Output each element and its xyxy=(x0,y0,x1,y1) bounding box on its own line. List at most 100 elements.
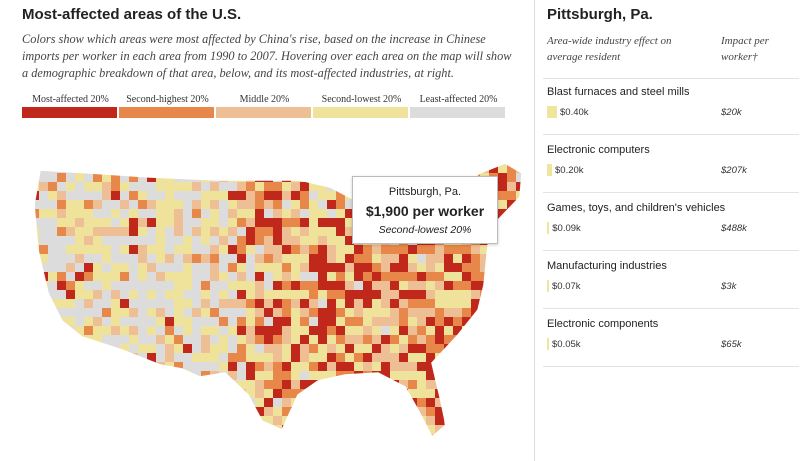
map-region xyxy=(111,245,121,255)
map-region xyxy=(363,389,373,399)
map-region xyxy=(363,263,373,273)
map-region xyxy=(363,443,373,453)
map-region xyxy=(129,290,139,300)
map-region xyxy=(300,425,310,435)
map-region xyxy=(516,281,522,291)
map-region xyxy=(300,416,310,426)
map-region xyxy=(183,163,193,165)
map-region xyxy=(75,380,85,390)
map-region xyxy=(336,281,346,291)
map-region xyxy=(507,290,517,300)
map-region xyxy=(507,344,517,354)
map-region xyxy=(273,362,283,372)
map-region xyxy=(120,191,130,201)
map-region xyxy=(336,254,346,264)
map-region xyxy=(381,443,391,453)
map-region xyxy=(111,173,121,183)
map-region xyxy=(246,353,256,363)
map-region xyxy=(390,299,400,309)
map-region xyxy=(264,163,274,165)
map-region xyxy=(291,317,301,327)
impact-value: $65k xyxy=(721,339,742,350)
map-region xyxy=(291,380,301,390)
map-region xyxy=(300,398,310,408)
map-region xyxy=(381,416,391,426)
map-region xyxy=(516,173,522,183)
map-region xyxy=(48,443,58,453)
map-region xyxy=(255,380,265,390)
map-region xyxy=(444,163,454,165)
map-region xyxy=(498,344,508,354)
map-region xyxy=(282,254,292,264)
map-region xyxy=(192,245,202,255)
map-region xyxy=(201,281,211,291)
map-region xyxy=(318,209,328,219)
map-region xyxy=(138,263,148,273)
legend-label: Most-affected 20% xyxy=(32,94,109,105)
map-region xyxy=(318,389,328,399)
map-region xyxy=(318,407,328,417)
map-region xyxy=(390,272,400,282)
map-region xyxy=(327,371,337,381)
map-region xyxy=(210,200,220,210)
map-region xyxy=(462,335,472,345)
map-region xyxy=(336,425,346,435)
map-region xyxy=(489,443,499,453)
map-region xyxy=(327,434,337,437)
map-region xyxy=(282,362,292,372)
map-region xyxy=(210,389,220,399)
map-region xyxy=(57,272,67,282)
map-region xyxy=(489,425,499,435)
map-region xyxy=(300,200,310,210)
map-region xyxy=(255,182,265,192)
map-region xyxy=(318,326,328,336)
map-region xyxy=(453,434,463,437)
map-region xyxy=(516,200,522,210)
map-region xyxy=(39,407,49,417)
map-region xyxy=(264,245,274,255)
map-region xyxy=(498,353,508,363)
map-region xyxy=(507,173,517,183)
map-region xyxy=(318,236,328,246)
map-region xyxy=(336,218,346,228)
map-region xyxy=(66,281,76,291)
map-region xyxy=(489,434,499,437)
map-region xyxy=(390,163,400,165)
map-region xyxy=(408,272,418,282)
map-region xyxy=(75,200,85,210)
map-region xyxy=(507,182,517,192)
map-region xyxy=(381,380,391,390)
map-region xyxy=(228,416,238,426)
map-region xyxy=(246,227,256,237)
map-region xyxy=(228,308,238,318)
map-region xyxy=(84,163,94,165)
map-region xyxy=(282,290,292,300)
map-region xyxy=(48,434,58,437)
map-region xyxy=(219,398,229,408)
map-region xyxy=(318,443,328,453)
map-region xyxy=(93,317,103,327)
map-region xyxy=(507,218,517,228)
map-region xyxy=(327,290,337,300)
map-region xyxy=(246,299,256,309)
map-region xyxy=(525,191,532,201)
map-region xyxy=(471,371,481,381)
map-region xyxy=(444,254,454,264)
map-region xyxy=(309,416,319,426)
map-region xyxy=(201,344,211,354)
map-region xyxy=(489,416,499,426)
map-region xyxy=(93,227,103,237)
map-region xyxy=(174,335,184,345)
map-region xyxy=(246,443,256,453)
map-region xyxy=(264,443,274,453)
map-region xyxy=(246,407,256,417)
map-region xyxy=(444,371,454,381)
map-region xyxy=(111,263,121,273)
map-region xyxy=(507,425,517,435)
map-region xyxy=(57,191,67,201)
map-region xyxy=(453,362,463,372)
map-region xyxy=(363,299,373,309)
map-region xyxy=(228,173,238,183)
map-region xyxy=(192,164,202,174)
map-region xyxy=(498,263,508,273)
